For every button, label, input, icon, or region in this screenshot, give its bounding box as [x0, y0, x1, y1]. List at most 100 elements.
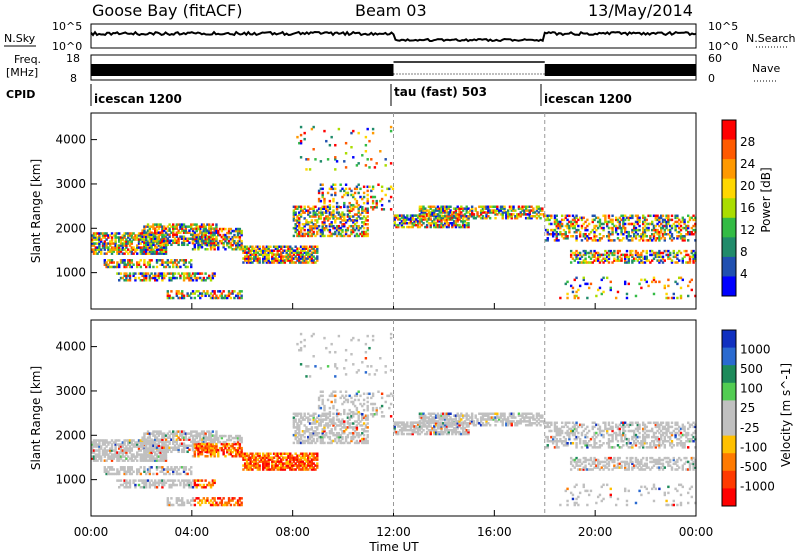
velocity-echo-cell — [312, 456, 315, 459]
velocity-echo-cell — [411, 430, 414, 434]
power-echo-cell — [667, 216, 670, 220]
power-echo-cell — [323, 205, 326, 209]
power-echo-cell — [668, 224, 672, 228]
velocity-echo-cell — [296, 441, 299, 445]
power-echo-cell — [307, 232, 310, 236]
power-echo-cell — [143, 259, 146, 262]
power-echo-cell — [362, 223, 366, 226]
power-echo-cell — [314, 226, 317, 230]
power-echo-cell — [321, 232, 324, 236]
power-echo-cell — [235, 227, 238, 231]
power-echo-cell — [667, 257, 670, 260]
power-echo-cell — [238, 296, 242, 300]
velocity-echo-cell — [244, 462, 247, 465]
velocity-echo-cell — [406, 421, 409, 424]
power-echo-cell — [316, 230, 319, 234]
velocity-echo-cell — [310, 466, 314, 469]
power-echo-cell — [296, 251, 299, 254]
power-echo-cell — [334, 191, 337, 195]
power-echo-cell — [186, 276, 189, 280]
power-echo-cell — [658, 230, 661, 234]
velocity-echo-cell — [245, 454, 249, 457]
power-echo-cell — [254, 251, 258, 254]
power-echo-cell — [348, 234, 351, 238]
power-echo-cell — [181, 243, 184, 247]
power-echo-cell — [661, 255, 665, 259]
power-echo-cell — [209, 237, 213, 240]
power-echo-cell — [190, 223, 193, 226]
velocity-echo-cell — [461, 428, 465, 432]
power-echo-cell — [132, 236, 135, 239]
velocity-echo-cell — [226, 450, 229, 454]
power-echo-cell — [98, 244, 101, 247]
power-echo-cell — [191, 272, 195, 275]
power-echo-cell — [442, 209, 445, 212]
power-echo-cell — [263, 255, 267, 258]
velocity-echo-cell — [98, 443, 101, 446]
velocity-echo-cell — [139, 459, 143, 462]
power-echo-cell — [181, 225, 184, 228]
velocity-echo-cell — [289, 468, 292, 471]
power-echo-cell — [598, 222, 602, 226]
power-echo-cell — [413, 223, 416, 227]
power-echo-cell — [139, 234, 143, 237]
power-echo-cell — [656, 228, 659, 232]
power-echo-cell — [190, 227, 193, 230]
power-echo-cell — [278, 255, 281, 258]
velocity-echo-cell — [258, 452, 261, 456]
velocity-echo-cell — [310, 468, 314, 471]
velocity-echo-cell — [202, 434, 206, 437]
velocity-echo-cell — [422, 414, 425, 417]
velocity-echo-cell — [361, 439, 364, 443]
power-echo-cell — [299, 234, 303, 238]
power-echo-cell — [485, 215, 488, 218]
power-echo-cell — [303, 211, 306, 214]
power-echo-cell — [98, 236, 101, 239]
cpid-label: CPID — [6, 88, 35, 101]
power-echo-cell — [670, 259, 674, 262]
velocity-echo-cell — [152, 448, 155, 452]
power-echo-cell — [112, 261, 116, 264]
power-echo-cell — [458, 213, 461, 216]
power-echo-cell — [366, 201, 369, 205]
velocity-echo-cell — [260, 456, 263, 459]
velocity-echo-cell — [290, 468, 294, 471]
power-echo-cell — [213, 229, 216, 232]
power-echo-cell — [604, 216, 607, 220]
power-echo-cell — [674, 216, 677, 220]
power-echo-cell — [492, 209, 495, 212]
velocity-echo-cell — [220, 442, 224, 446]
power-echo-cell — [319, 234, 323, 238]
velocity-echo-cell — [328, 430, 332, 433]
power-echo-cell — [668, 235, 672, 238]
power-echo-cell — [166, 259, 170, 262]
velocity-echo-cell — [328, 412, 332, 416]
power-echo-cell — [231, 290, 234, 293]
power-echo-cell — [204, 279, 207, 282]
power-echo-cell — [114, 238, 117, 241]
velocity-echo-cell — [152, 444, 155, 447]
power-echo-cell — [258, 249, 261, 252]
power-echo-cell — [663, 286, 666, 290]
velocity-echo-cell — [132, 455, 135, 458]
power-echo-cell — [188, 231, 191, 234]
power-echo-cell — [683, 235, 686, 238]
velocity-echo-cell — [310, 454, 314, 457]
power-echo-cell — [148, 274, 152, 278]
power-echo-cell — [375, 203, 378, 207]
power-echo-cell — [186, 274, 189, 278]
power-echo-cell — [254, 255, 258, 258]
power-echo-cell — [580, 261, 584, 264]
velocity-echo-cell — [334, 439, 337, 443]
power-echo-cell — [578, 230, 582, 234]
power-echo-cell — [463, 215, 467, 218]
power-echo-cell — [105, 246, 108, 249]
power-echo-cell — [283, 261, 287, 264]
velocity-echo-cell — [94, 449, 98, 452]
colorbar-tick: 4 — [740, 267, 748, 281]
velocity-echo-cell — [249, 468, 252, 471]
power-echo-cell — [449, 211, 452, 214]
power-echo-cell — [209, 292, 213, 295]
velocity-echo-cell — [436, 425, 440, 428]
power-echo-cell — [431, 211, 434, 214]
